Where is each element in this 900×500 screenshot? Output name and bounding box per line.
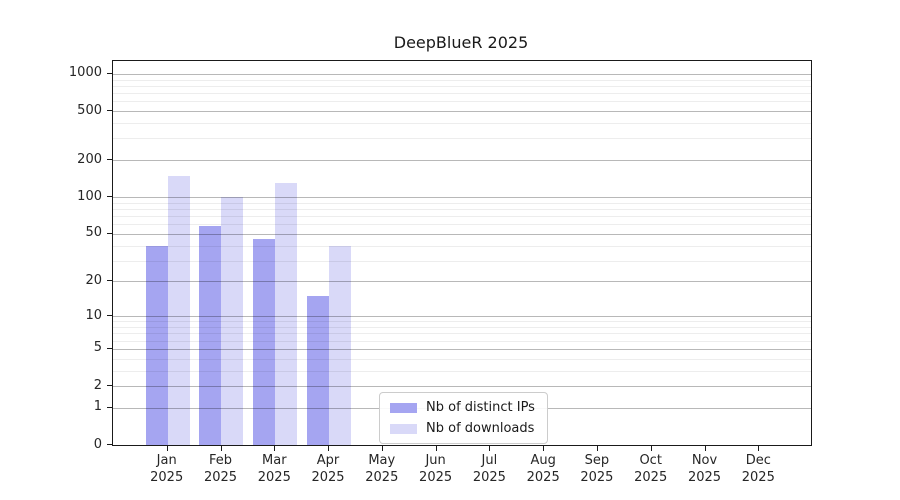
- y-tick-mark: [107, 280, 113, 282]
- minor-gridline: [113, 123, 811, 124]
- legend-item-distinct-ips: Nb of distinct IPs: [390, 400, 535, 415]
- x-tick-label-mar: Mar 2025: [257, 453, 291, 485]
- y-tick-label-100: 100: [77, 188, 102, 204]
- x-tick-label-aug: Aug 2025: [526, 453, 560, 485]
- x-tick-label-apr: Apr 2025: [311, 453, 345, 485]
- y-tick-label-500: 500: [77, 102, 102, 118]
- minor-gridline: [113, 85, 811, 87]
- major-gridline: [113, 197, 811, 199]
- x-tick-mark: [489, 445, 491, 451]
- y-tick-label-1000: 1000: [68, 65, 102, 81]
- y-tick-mark: [107, 347, 113, 349]
- y-tick-label-2: 2: [93, 377, 102, 393]
- x-tick-mark: [596, 445, 598, 451]
- bar-distinct-ips-jan: [145, 245, 168, 445]
- x-tick-label-feb: Feb 2025: [203, 453, 238, 485]
- y-tick-mark: [107, 159, 113, 161]
- y-tick-label-10: 10: [85, 307, 102, 323]
- legend-item-downloads: Nb of downloads: [390, 421, 535, 436]
- minor-gridline: [113, 202, 811, 204]
- x-tick-label-jun: Jun 2025: [419, 453, 453, 485]
- y-tick-mark: [107, 406, 113, 408]
- y-tick-label-200: 200: [77, 151, 102, 167]
- bar-distinct-ips-feb: [199, 225, 222, 445]
- y-tick-label-5: 5: [93, 340, 102, 356]
- x-tick-label-jan: Jan 2025: [150, 453, 184, 485]
- legend-label: Nb of downloads: [426, 421, 535, 436]
- x-tick-label-dec: Dec 2025: [741, 453, 775, 485]
- y-tick-label-0: 0: [93, 436, 102, 452]
- bar-downloads-feb: [221, 197, 244, 445]
- y-tick-mark: [107, 72, 113, 74]
- x-tick-mark: [758, 445, 760, 451]
- x-tick-label-may: May 2025: [365, 453, 399, 485]
- y-tick-mark: [107, 110, 113, 111]
- bar-downloads-apr: [329, 245, 352, 445]
- y-tick-mark: [107, 444, 113, 445]
- bar-downloads-mar: [275, 183, 298, 445]
- x-tick-mark: [274, 445, 276, 451]
- x-tick-mark: [220, 445, 222, 451]
- legend: Nb of distinct IPs Nb of downloads: [379, 392, 548, 444]
- x-tick-mark: [166, 445, 168, 451]
- legend-label: Nb of distinct IPs: [426, 400, 535, 415]
- downloads-swatch: [390, 423, 417, 434]
- x-tick-mark: [328, 445, 329, 451]
- minor-gridline: [113, 79, 811, 81]
- major-gridline: [113, 111, 811, 112]
- distinct-ips-swatch: [390, 402, 417, 413]
- x-tick-mark: [704, 445, 706, 451]
- x-tick-mark: [650, 445, 652, 451]
- y-tick-mark: [107, 232, 113, 234]
- x-tick-label-nov: Nov 2025: [687, 453, 722, 485]
- minor-gridline: [113, 93, 811, 94]
- minor-gridline: [113, 208, 811, 210]
- x-tick-label-sep: Sep 2025: [580, 453, 614, 485]
- x-tick-mark: [543, 445, 545, 451]
- bar-distinct-ips-mar: [253, 239, 276, 445]
- bar-downloads-jan: [167, 175, 190, 445]
- y-tick-mark: [107, 196, 113, 198]
- major-gridline: [113, 160, 811, 162]
- x-tick-mark: [381, 445, 383, 451]
- y-tick-label-1: 1: [93, 399, 102, 415]
- minor-gridline: [113, 138, 811, 140]
- minor-gridline: [113, 101, 811, 103]
- y-tick-label-20: 20: [85, 272, 102, 288]
- x-tick-label-jul: Jul 2025: [472, 453, 506, 485]
- bar-distinct-ips-apr: [307, 296, 330, 445]
- x-tick-mark: [435, 445, 437, 451]
- y-tick-label-50: 50: [85, 225, 102, 241]
- chart-title: DeepBlueR 2025: [393, 33, 529, 52]
- x-tick-label-oct: Oct 2025: [634, 453, 668, 485]
- y-tick-mark: [107, 315, 113, 317]
- y-tick-mark: [107, 385, 113, 386]
- minor-gridline: [113, 216, 811, 217]
- major-gridline: [113, 73, 811, 75]
- plot-area: [112, 60, 812, 446]
